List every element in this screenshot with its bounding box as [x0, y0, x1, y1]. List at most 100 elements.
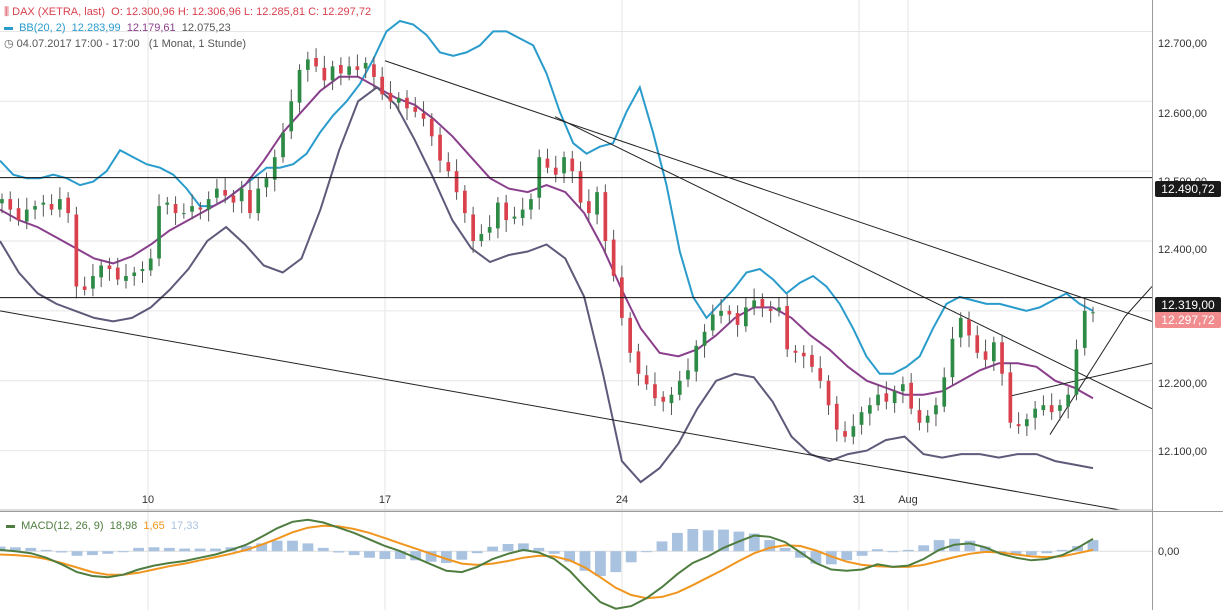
macd-histogram-bar: [825, 551, 837, 565]
macd-histogram-bar: [841, 551, 853, 561]
candle-body: [471, 214, 475, 241]
candle-body: [975, 335, 980, 353]
candle-body: [446, 162, 451, 172]
candle-body: [173, 204, 178, 214]
macd-histogram-bar: [317, 547, 329, 552]
macd-histogram-bar: [548, 551, 560, 554]
macd-histogram-bar: [933, 540, 945, 552]
candle-body: [636, 351, 641, 374]
candle-body: [950, 338, 955, 378]
candle-body: [454, 171, 459, 193]
candle-body: [727, 310, 732, 315]
macd-histogram-bar: [810, 551, 822, 564]
bb-middle-line: [0, 75, 1094, 400]
macd-histogram-bar: [502, 544, 514, 552]
bb-upper-value: 12.283,99: [71, 22, 121, 34]
macd-histogram-bar: [1010, 551, 1022, 555]
candlesticks: [0, 48, 1095, 445]
candle-body: [710, 314, 715, 331]
trend-line: [554, 116, 1153, 410]
candle-body: [421, 113, 426, 119]
level-tag-12319: 12.319,00: [1155, 297, 1221, 313]
candle-body: [611, 239, 616, 276]
signal-value: 1,65: [143, 520, 165, 532]
macd-histogram-bar: [364, 551, 375, 558]
histogram-value: 17,33: [170, 520, 199, 532]
candle-body: [587, 201, 591, 214]
candle-body: [1000, 342, 1004, 374]
candle-body: [264, 178, 269, 188]
candle-body: [272, 157, 277, 180]
candle-body: [1058, 405, 1062, 411]
candle-body: [206, 199, 211, 210]
macd-line: [0, 518, 1094, 610]
macd-histogram-bar: [564, 551, 575, 562]
bollinger-bands: [0, 19, 1094, 484]
macd-histogram-bar: [210, 548, 221, 552]
macd-label: MACD(12, 26, 9): [21, 520, 104, 532]
legend-instrument: ⫼ DAX (XETRA, last) O: 12.300,96 H: 12.3…: [4, 6, 371, 19]
candle-body: [768, 308, 773, 311]
candle-body: [223, 190, 227, 196]
macd-histogram-bar: [25, 547, 37, 552]
macd-histogram-bar: [179, 548, 191, 552]
trend-line: [384, 60, 1153, 322]
bb-lower-value: 12.075,23: [181, 22, 231, 34]
macd-histogram-bar: [10, 547, 21, 552]
macd-histogram-bar: [595, 551, 606, 576]
candle-body: [925, 415, 930, 423]
macd-histogram-bar: [456, 551, 468, 560]
candle-body: [735, 313, 740, 325]
candle-body: [413, 106, 418, 112]
candle-body: [892, 391, 897, 404]
macd-histogram-bar: [518, 543, 529, 552]
candle-body: [24, 209, 29, 222]
candle-body: [917, 410, 922, 423]
candle-body: [487, 227, 492, 233]
macd-histogram-bar: [579, 551, 591, 571]
candle-body: [868, 405, 872, 414]
candle-body: [603, 192, 608, 241]
x-tick-24: 24: [615, 494, 629, 506]
candle-body: [322, 67, 327, 81]
macd-histogram-bar: [441, 551, 452, 563]
candle-body: [570, 158, 575, 172]
candle-body: [99, 265, 103, 278]
candle-body: [372, 64, 376, 77]
candle-body: [851, 426, 856, 437]
trend-line: [0, 310, 1121, 511]
macd-histogram-bar: [856, 551, 868, 556]
candle-body: [115, 267, 120, 280]
candle-body: [545, 158, 550, 168]
macd-histogram-bar: [194, 548, 206, 552]
candle-body: [165, 202, 170, 205]
macd-histogram-bar: [71, 551, 83, 556]
candle-body: [520, 209, 525, 218]
candle-body: [281, 132, 285, 158]
candle-body: [330, 66, 335, 81]
candle-body: [256, 188, 261, 214]
candle-body: [760, 299, 765, 308]
candle-body: [496, 202, 500, 229]
candle-body: [752, 300, 756, 308]
horizontal-levels: [0, 177, 1152, 299]
candle-body: [785, 306, 789, 350]
candle-body: [793, 350, 798, 353]
macd-histogram-bar: [748, 533, 760, 552]
candle-body: [297, 69, 302, 103]
candle-body: [1049, 405, 1054, 413]
candle-body: [653, 384, 657, 399]
trend-line: [1124, 286, 1153, 317]
candle-body: [992, 342, 996, 362]
candle-body: [314, 58, 318, 67]
candle-body: [58, 199, 62, 210]
candle-body: [1016, 424, 1021, 427]
candle-body: [49, 204, 54, 210]
candle-body: [363, 62, 368, 69]
candle-body: [1091, 312, 1095, 314]
macd-histogram-bar: [271, 540, 283, 552]
macd-histogram-bar: [687, 529, 699, 552]
candle-body: [702, 331, 707, 346]
